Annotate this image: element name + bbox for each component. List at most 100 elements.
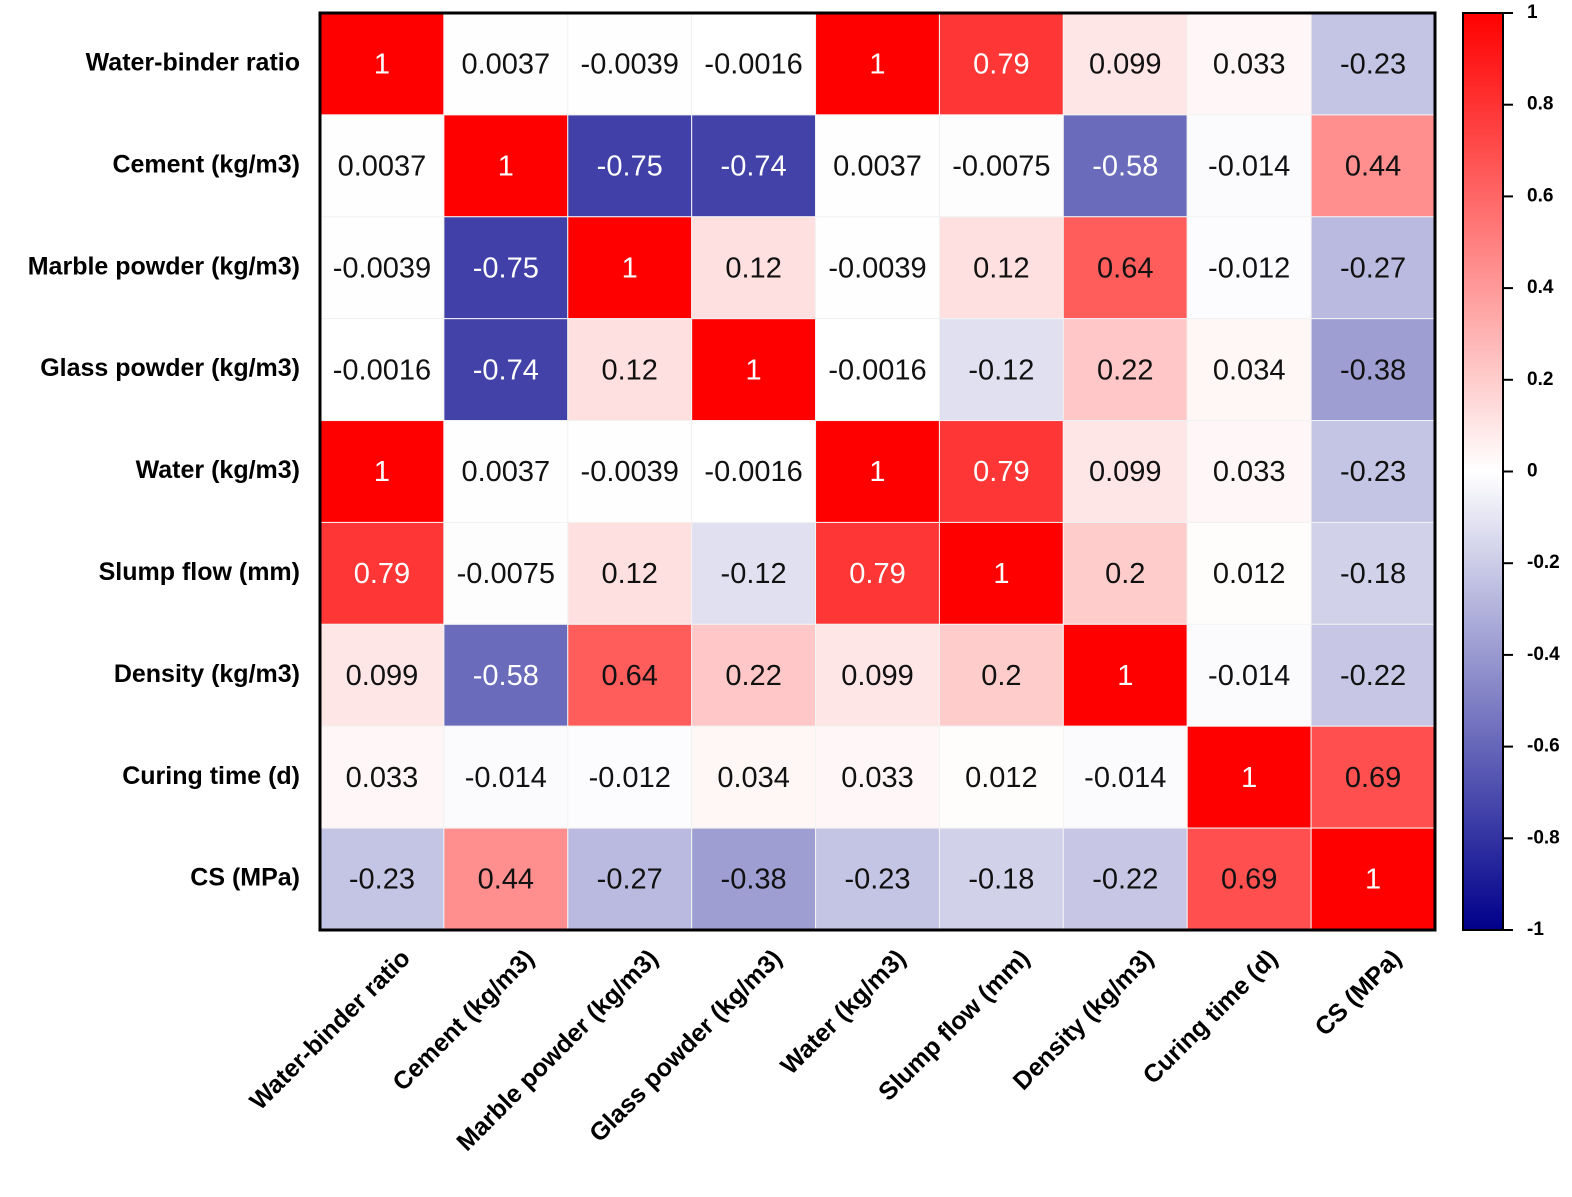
- cell-value: -0.18: [1340, 558, 1406, 590]
- cell-value: -0.012: [1208, 252, 1290, 284]
- heatmap-cell: [1310, 827, 1436, 931]
- colorbar-tick-label: 0.6: [1527, 185, 1553, 206]
- cell-value: 0.22: [725, 660, 781, 692]
- cell-value: -0.22: [1340, 660, 1406, 692]
- heatmap-cell: [1310, 420, 1436, 523]
- cell-value: 0.0037: [461, 456, 550, 488]
- heatmap-cell: [815, 114, 940, 218]
- cell-value: 1: [498, 150, 514, 182]
- cell-value: -0.0039: [581, 456, 679, 488]
- colorbar-tick-label: 0.4: [1527, 277, 1554, 298]
- cell-value: 0.012: [1213, 558, 1286, 590]
- heatmap-cell: [938, 420, 1064, 523]
- cell-value: -0.0016: [704, 49, 802, 81]
- cell-value: -0.75: [597, 150, 663, 182]
- heatmap-cell: [319, 725, 445, 829]
- heatmap-cell: [567, 114, 693, 218]
- heatmap-cell: [443, 318, 569, 422]
- heatmap-cell: [1062, 216, 1188, 320]
- cell-value: -0.0016: [704, 456, 802, 488]
- heatmap-cell: [319, 827, 445, 931]
- y-tick-label: Slump flow (mm): [99, 558, 300, 586]
- heatmap-cell: [691, 725, 817, 829]
- cell-value: 0.12: [601, 558, 657, 590]
- cell-value: -0.23: [349, 864, 415, 896]
- cell-value: -0.12: [721, 558, 787, 590]
- y-tick-label: Water (kg/m3): [136, 456, 300, 484]
- x-tick-label: Water-binder ratio: [244, 944, 415, 1115]
- cell-value: 1: [1365, 864, 1381, 896]
- y-tick-label: Glass powder (kg/m3): [40, 354, 300, 382]
- cell-value: 0.69: [1345, 762, 1401, 794]
- y-tick-label: Density (kg/m3): [114, 660, 300, 688]
- y-tick-label: Water-binder ratio: [86, 49, 300, 77]
- cell-value: -0.0075: [457, 558, 555, 590]
- heatmap-cell: [567, 623, 693, 727]
- heatmap-cell: [938, 114, 1064, 218]
- heatmap-cell: [443, 216, 569, 320]
- cell-value: 0.099: [1089, 49, 1162, 81]
- cell-value: 0.44: [1345, 150, 1401, 182]
- cell-value: 0.64: [601, 660, 657, 692]
- cell-value: 0.033: [1213, 49, 1286, 81]
- cell-value: -0.12: [968, 354, 1034, 386]
- heatmap-cell: [938, 725, 1064, 829]
- y-tick-label: Curing time (d): [122, 762, 300, 790]
- cell-value: -0.74: [473, 354, 539, 386]
- cell-value: 0.034: [717, 762, 790, 794]
- cell-value: 0.12: [973, 252, 1029, 284]
- cell-value: -0.0039: [828, 252, 926, 284]
- heatmap-cell: [443, 623, 569, 727]
- cell-value: 0.033: [841, 762, 914, 794]
- heatmap-cell: [1062, 725, 1188, 829]
- cell-value: -0.22: [1092, 864, 1158, 896]
- cell-value: 0.79: [973, 49, 1029, 81]
- heatmap-cell: [567, 521, 693, 625]
- colorbar-tick-label: -1: [1527, 919, 1544, 940]
- cell-value: -0.38: [1340, 354, 1406, 386]
- cell-value: -0.58: [1092, 150, 1158, 182]
- cell-value: 0.44: [478, 864, 534, 896]
- heatmap-cell: [1186, 725, 1312, 829]
- cell-value: 1: [1117, 660, 1133, 692]
- heatmap-cell: [1310, 725, 1436, 829]
- cell-value: 1: [746, 354, 762, 386]
- heatmap-cell: [319, 420, 445, 523]
- cell-value: -0.0075: [952, 150, 1050, 182]
- heatmap-cell: [1310, 318, 1436, 422]
- cell-value: -0.18: [968, 864, 1034, 896]
- cell-value: 0.0037: [338, 150, 427, 182]
- colorbar-tick-label: 0: [1527, 461, 1538, 482]
- cell-value: 0.2: [1105, 558, 1145, 590]
- heatmap-cell: [443, 12, 569, 116]
- cell-value: -0.23: [1340, 49, 1406, 81]
- cell-value: 0.099: [1089, 456, 1162, 488]
- heatmap-cell: [1186, 114, 1312, 218]
- colorbar-tick-label: -0.6: [1527, 736, 1560, 757]
- heatmap-cell: [691, 216, 817, 320]
- heatmap-cell: [567, 420, 693, 523]
- heatmap-cell: [815, 521, 940, 625]
- cell-value: -0.23: [1340, 456, 1406, 488]
- heatmap-cell: [567, 725, 693, 829]
- plot-frame: [318, 11, 1437, 932]
- cell-value: 0.012: [965, 762, 1038, 794]
- cell-value: -0.74: [721, 150, 787, 182]
- heatmap-cell: [938, 521, 1064, 625]
- cell-value: 0.0037: [461, 49, 550, 81]
- heatmap-cell: [319, 318, 445, 422]
- x-tick-label: Curing time (d): [1138, 944, 1283, 1089]
- heatmap-cell: [319, 12, 445, 116]
- heatmap-cell: [1062, 114, 1188, 218]
- colorbar: [1462, 12, 1504, 931]
- heatmap-cell: [1310, 521, 1436, 625]
- cell-value: 0.69: [1221, 864, 1277, 896]
- cell-value: 1: [869, 456, 885, 488]
- heatmap-cell: [1186, 623, 1312, 727]
- cell-value: 0.033: [1213, 456, 1286, 488]
- x-tick-label: Water (kg/m3): [775, 944, 911, 1080]
- heatmap-cell: [815, 216, 940, 320]
- heatmap-cell: [691, 12, 817, 116]
- heatmap-cell: [691, 114, 817, 218]
- heatmap-cell: [1062, 827, 1188, 931]
